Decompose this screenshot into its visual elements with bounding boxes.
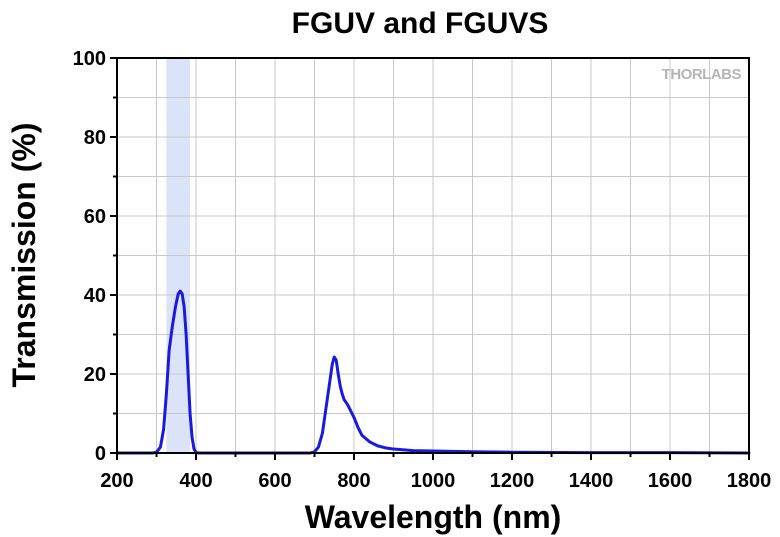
y-tick-label: 80 (84, 127, 106, 149)
thorlabs-logo: THORLABS (662, 66, 742, 83)
x-tick-label: 600 (258, 470, 291, 492)
y-tick-label: 20 (84, 364, 106, 386)
x-axis-title: Wavelength (nm) (305, 499, 562, 535)
x-tick-label: 1400 (569, 470, 614, 492)
x-tick-label: 1800 (727, 470, 772, 492)
x-tick-label: 200 (100, 470, 133, 492)
x-tick-label: 1000 (411, 470, 456, 492)
y-tick-label: 60 (84, 206, 106, 228)
x-tick-label: 400 (179, 470, 212, 492)
y-tick-label: 0 (95, 443, 106, 465)
y-axis-title: Transmission (%) (6, 123, 42, 388)
chart-title: FGUV and FGUVS (292, 7, 549, 40)
y-tick-label: 100 (73, 48, 106, 70)
x-tick-label: 800 (337, 470, 370, 492)
x-tick-label: 1600 (648, 470, 693, 492)
y-tick-label: 40 (84, 285, 106, 307)
x-tick-label: 1200 (490, 470, 535, 492)
series-line-0 (115, 289, 751, 455)
